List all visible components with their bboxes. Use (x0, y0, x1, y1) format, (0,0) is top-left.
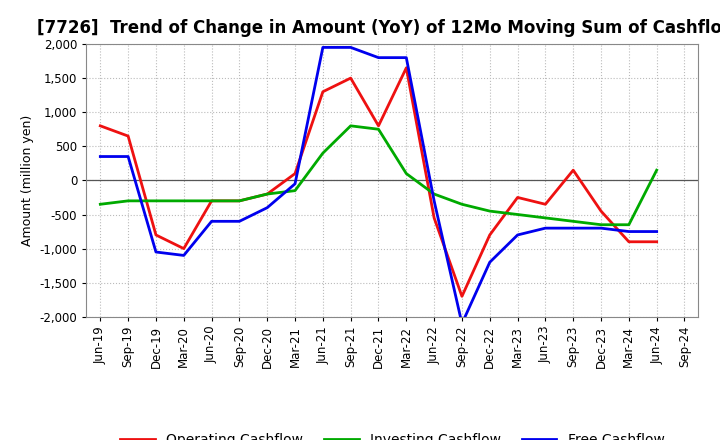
Investing Cashflow (430, 191, 438, 197)
Operating Cashflow (569, 168, 577, 173)
Free Cashflow (291, 181, 300, 187)
Operating Cashflow (541, 202, 550, 207)
Line: Free Cashflow: Free Cashflow (100, 48, 657, 324)
Investing Cashflow (346, 123, 355, 128)
Operating Cashflow (346, 76, 355, 81)
Operating Cashflow (179, 246, 188, 251)
Investing Cashflow (207, 198, 216, 203)
Investing Cashflow (96, 202, 104, 207)
Operating Cashflow (291, 171, 300, 176)
Investing Cashflow (541, 215, 550, 220)
Operating Cashflow (263, 191, 271, 197)
Free Cashflow (235, 219, 243, 224)
Free Cashflow (569, 225, 577, 231)
Free Cashflow (263, 205, 271, 210)
Investing Cashflow (263, 191, 271, 197)
Operating Cashflow (513, 195, 522, 200)
Operating Cashflow (152, 232, 161, 238)
Operating Cashflow (485, 232, 494, 238)
Investing Cashflow (235, 198, 243, 203)
Operating Cashflow (402, 65, 410, 70)
Investing Cashflow (291, 188, 300, 193)
Free Cashflow (374, 55, 383, 60)
Operating Cashflow (96, 123, 104, 128)
Operating Cashflow (124, 133, 132, 139)
Investing Cashflow (597, 222, 606, 227)
Y-axis label: Amount (million yen): Amount (million yen) (21, 115, 34, 246)
Legend: Operating Cashflow, Investing Cashflow, Free Cashflow: Operating Cashflow, Investing Cashflow, … (114, 427, 670, 440)
Free Cashflow (541, 225, 550, 231)
Operating Cashflow (374, 123, 383, 128)
Free Cashflow (402, 55, 410, 60)
Free Cashflow (346, 45, 355, 50)
Free Cashflow (96, 154, 104, 159)
Free Cashflow (458, 321, 467, 326)
Investing Cashflow (318, 150, 327, 156)
Operating Cashflow (624, 239, 633, 244)
Free Cashflow (152, 249, 161, 255)
Line: Investing Cashflow: Investing Cashflow (100, 126, 657, 225)
Investing Cashflow (485, 209, 494, 214)
Investing Cashflow (569, 219, 577, 224)
Operating Cashflow (597, 209, 606, 214)
Investing Cashflow (374, 127, 383, 132)
Investing Cashflow (652, 168, 661, 173)
Line: Operating Cashflow: Operating Cashflow (100, 68, 657, 297)
Operating Cashflow (430, 215, 438, 220)
Free Cashflow (179, 253, 188, 258)
Free Cashflow (124, 154, 132, 159)
Investing Cashflow (624, 222, 633, 227)
Free Cashflow (597, 225, 606, 231)
Operating Cashflow (235, 198, 243, 203)
Free Cashflow (430, 198, 438, 203)
Free Cashflow (624, 229, 633, 234)
Investing Cashflow (458, 202, 467, 207)
Investing Cashflow (152, 198, 161, 203)
Investing Cashflow (402, 171, 410, 176)
Free Cashflow (318, 45, 327, 50)
Title: [7726]  Trend of Change in Amount (YoY) of 12Mo Moving Sum of Cashflows: [7726] Trend of Change in Amount (YoY) o… (37, 19, 720, 37)
Investing Cashflow (513, 212, 522, 217)
Free Cashflow (513, 232, 522, 238)
Operating Cashflow (318, 89, 327, 94)
Operating Cashflow (207, 198, 216, 203)
Investing Cashflow (124, 198, 132, 203)
Operating Cashflow (458, 294, 467, 299)
Free Cashflow (207, 219, 216, 224)
Investing Cashflow (179, 198, 188, 203)
Free Cashflow (652, 229, 661, 234)
Free Cashflow (485, 260, 494, 265)
Operating Cashflow (652, 239, 661, 244)
